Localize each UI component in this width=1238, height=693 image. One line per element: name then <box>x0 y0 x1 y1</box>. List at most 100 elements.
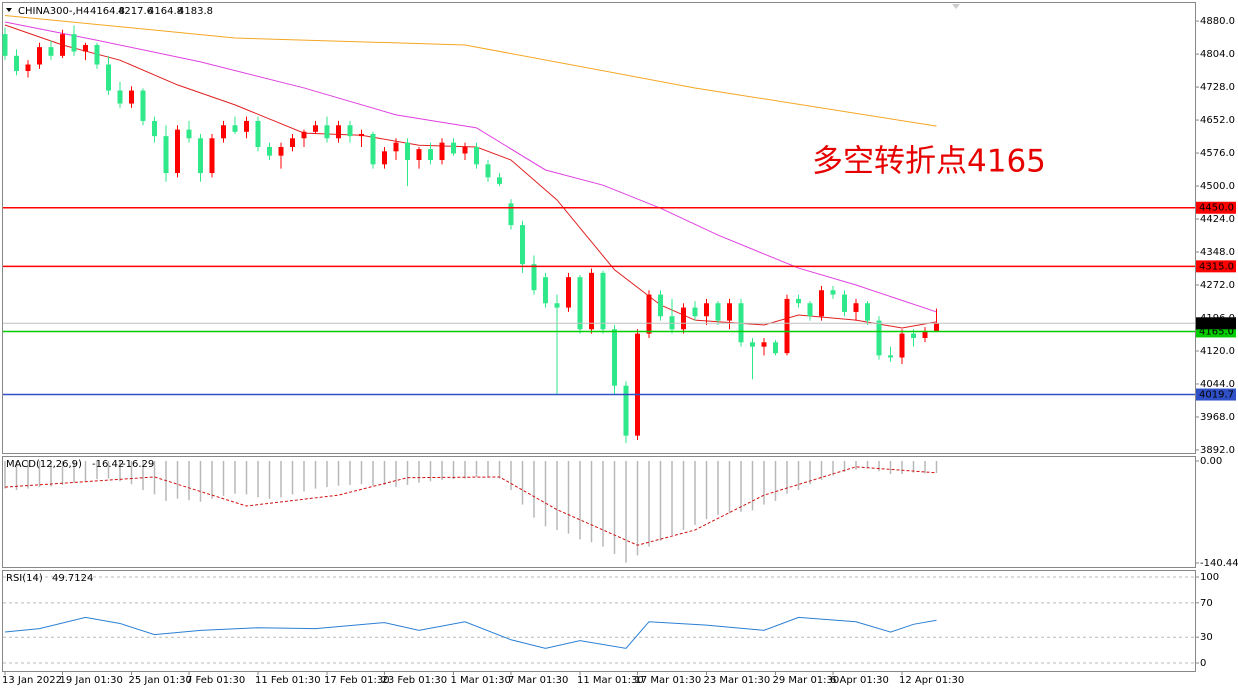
macd-title: MACD(12,26,9) <box>6 459 82 470</box>
candle-body <box>405 142 410 161</box>
candle-body <box>784 298 790 354</box>
candle-body <box>692 307 698 317</box>
candle-body <box>48 47 54 56</box>
candle-body <box>830 290 836 295</box>
macd-panel <box>2 456 1196 568</box>
candle-body <box>163 136 169 174</box>
x-tick-label: 19 Jan 01:30 <box>60 675 123 686</box>
x-tick-label: 17 Feb 01:30 <box>324 675 390 686</box>
marks <box>2 14 1199 675</box>
price-tag-label: 4183.8 <box>1199 318 1234 329</box>
y-tick-label: 4272.0 <box>1200 280 1235 291</box>
level-tag-label: 4019.7 <box>1199 390 1234 401</box>
annotation: 多空转折点4165 <box>812 144 1046 180</box>
candle-body <box>761 342 767 347</box>
candle-body <box>140 90 146 121</box>
macd-signal <box>4 466 937 546</box>
x-tick-label: 11 Mar 01:30 <box>577 675 644 686</box>
candle-body <box>94 44 100 65</box>
candle-body <box>83 44 88 52</box>
y-tick-label: 4576.0 <box>1200 148 1235 159</box>
candle-body <box>554 303 560 308</box>
candle-body <box>865 303 870 321</box>
y-tick-label: -140.44 <box>1200 558 1238 569</box>
candle-body <box>635 333 640 436</box>
candle-body <box>796 298 801 304</box>
candle-body <box>462 146 468 154</box>
candle-body <box>520 225 525 265</box>
last-high: 4217.6 <box>118 6 153 17</box>
candle-body <box>198 138 203 174</box>
candle-body <box>876 320 882 356</box>
menu-arrow[interactable] <box>6 8 12 12</box>
y-tick-label: 3892.0 <box>1200 445 1235 456</box>
candle-body <box>543 277 548 304</box>
candle-body <box>623 385 629 436</box>
x-tick-label: 11 Feb 01:30 <box>255 675 321 686</box>
candle-body <box>428 149 433 161</box>
candle-body <box>117 90 123 104</box>
candle-body <box>336 125 341 139</box>
candle-body <box>37 47 42 65</box>
x-tick-label: 13 Jan 2022 <box>2 675 62 686</box>
candle-body <box>278 146 284 156</box>
x-tick-label: 7 Feb 01:30 <box>186 675 245 686</box>
shift-marker <box>952 4 960 9</box>
y-tick-label: 70 <box>1200 598 1213 609</box>
candle-body <box>370 133 376 165</box>
macd-signal-value: -16.29 <box>122 459 154 470</box>
candle-body <box>669 316 675 330</box>
candle-body <box>715 303 721 321</box>
candle-body <box>2 34 8 56</box>
y-tick-label: 4652.0 <box>1200 115 1235 126</box>
candle-body <box>612 329 617 386</box>
candle-body <box>416 149 422 161</box>
y-tick-label: 4880.0 <box>1200 16 1235 27</box>
candle-body <box>497 177 502 184</box>
x-tick-label: 6 Apr 01:30 <box>830 675 889 686</box>
x-tick-label: 25 Jan 01:30 <box>129 675 192 686</box>
candle-body <box>934 323 939 332</box>
x-tick-label: 7 Mar 01:30 <box>508 675 568 686</box>
level-tag-label: 4315.0 <box>1199 261 1234 272</box>
last-close: 4183.8 <box>178 6 213 17</box>
level-tag <box>1196 260 1236 273</box>
candle-body <box>853 303 859 312</box>
x-tick-label: 23 Feb 01:30 <box>382 675 448 686</box>
candle-body <box>129 90 134 104</box>
x-tick-label: 12 Apr 01:30 <box>899 675 964 686</box>
candle-body <box>451 142 456 154</box>
candle-body <box>589 272 594 330</box>
candle-body <box>738 303 744 343</box>
last-open: 4164.8 <box>90 6 125 17</box>
candle-body <box>290 138 295 147</box>
candle-body <box>888 355 893 358</box>
y-tick-label: 0.00 <box>1200 456 1222 467</box>
candle-body <box>474 146 479 165</box>
main-panel <box>2 2 1196 454</box>
candle-body <box>899 333 905 358</box>
candle-body <box>727 303 732 321</box>
candle-body <box>773 342 778 354</box>
x-tick-label: 1 Mar 01:30 <box>451 675 511 686</box>
candle-body <box>658 294 663 317</box>
y-tick-label: 4500.0 <box>1200 181 1235 192</box>
candle-body <box>106 64 111 91</box>
candle-body <box>382 151 387 165</box>
y-tick-label: 4120.0 <box>1200 346 1235 357</box>
candle-body <box>566 277 571 308</box>
x-tick-label: 29 Mar 01:30 <box>773 675 840 686</box>
candle-body <box>646 294 652 334</box>
y-tick-label: 4424.0 <box>1200 214 1235 225</box>
candle-body <box>531 264 537 291</box>
y-tick-label: 4348.0 <box>1200 247 1235 258</box>
tags: 4880.0 4804.0 4728.0 4652.0 4576.0 4500.0 4424… <box>2 16 1238 686</box>
y-tick-label: 4728.0 <box>1200 82 1235 93</box>
candle-body <box>60 34 65 56</box>
candle-body <box>232 125 238 132</box>
level-tag-label: 4450.0 <box>1199 203 1234 214</box>
candle-body <box>393 142 399 152</box>
level-tag <box>1196 201 1236 214</box>
